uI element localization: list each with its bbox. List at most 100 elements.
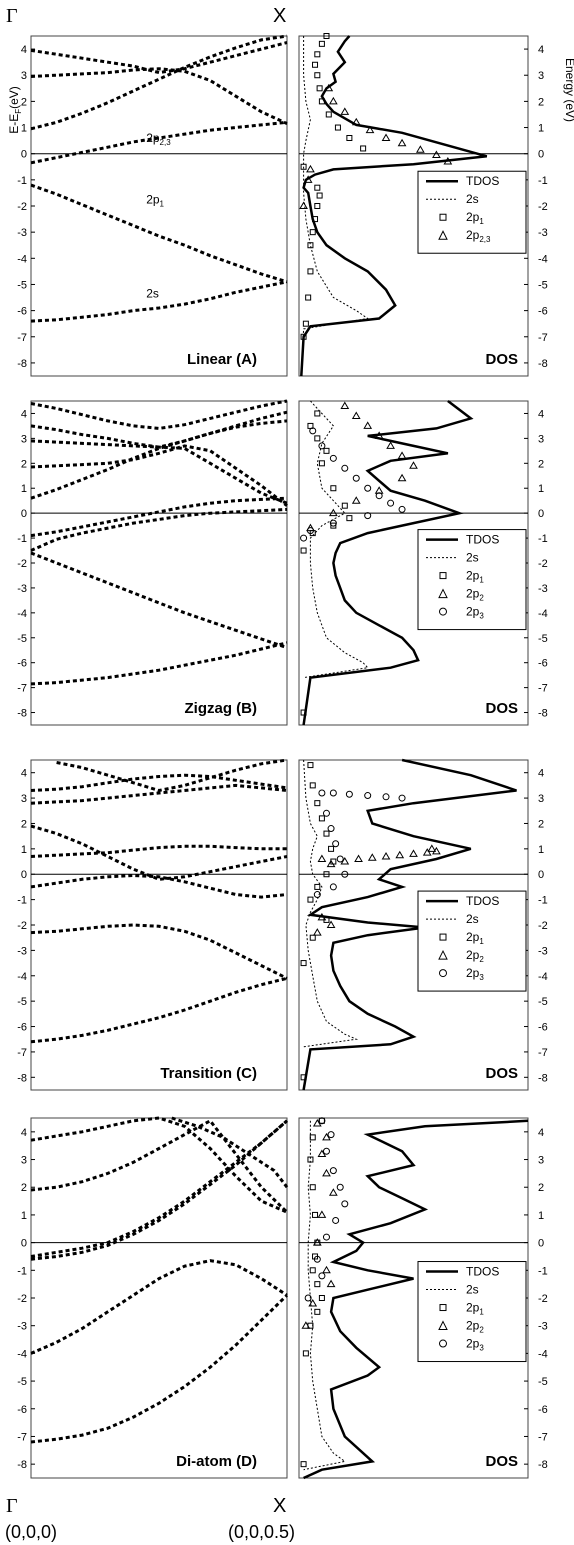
legend-circle-icon <box>439 607 447 616</box>
s-curve <box>303 400 369 679</box>
p1-point <box>314 800 321 807</box>
y-tick-label: 2 <box>21 818 27 830</box>
legend-square-icon <box>439 933 447 941</box>
y-tick-label: 1 <box>538 844 544 856</box>
band-line-5 <box>30 444 288 507</box>
band-line-6 <box>30 439 288 505</box>
p2-point <box>317 1149 327 1157</box>
p3-point <box>382 793 390 801</box>
p2-point <box>363 421 373 429</box>
p1-point <box>307 268 314 275</box>
p23-point <box>351 117 361 126</box>
y-tick-label: -6 <box>17 658 27 670</box>
p1-point <box>309 1184 316 1191</box>
y-tick-label: -6 <box>538 1022 548 1034</box>
y-tick-label: 1 <box>21 1210 27 1222</box>
legend-box <box>417 529 527 631</box>
legend-label-tdos: TDOS <box>466 1265 499 1279</box>
p2-point <box>395 850 405 859</box>
p2-point <box>427 844 437 852</box>
p1-point <box>323 33 330 39</box>
bottom-x-label: X <box>273 1495 286 1517</box>
x-coord: (0,0,0.5) <box>228 1522 295 1542</box>
y-tick-label: -8 <box>538 1072 548 1084</box>
y-tick-label: -7 <box>538 1431 548 1443</box>
p1-point <box>318 1117 325 1124</box>
y-tick-label: 2 <box>538 96 544 108</box>
y-tick-label: -1 <box>17 533 27 545</box>
y-tick-label: -8 <box>17 708 27 720</box>
p23-point <box>328 96 338 105</box>
p2-point <box>397 451 407 459</box>
p3-point <box>387 499 395 507</box>
p3-point <box>329 519 337 527</box>
p1-point <box>312 1211 319 1218</box>
p1-point <box>314 184 321 191</box>
dos-panel-title: DOS <box>485 351 518 368</box>
legend-label-s: 2s <box>466 1283 479 1297</box>
y-tick-label: 1 <box>21 844 27 856</box>
legend-label-p2: 2p2 <box>466 1319 484 1335</box>
band-line-4 <box>30 1118 289 1214</box>
p1-point <box>314 51 321 58</box>
legend-label-p2: 2p2 <box>466 948 484 964</box>
p1-point <box>346 135 353 141</box>
legend-label-tdos: TDOS <box>466 174 499 188</box>
legend-box <box>417 170 527 254</box>
p2-point <box>317 854 327 862</box>
p3-point <box>364 512 372 520</box>
p3-point <box>398 794 406 802</box>
y-tick-label: -5 <box>538 279 548 291</box>
y-tick-label: -2 <box>17 558 27 570</box>
y-tick-label: 3 <box>538 70 544 82</box>
legend-label-p1: 2p1 <box>466 930 484 946</box>
y-tick-label: 0 <box>538 869 544 881</box>
p2-point <box>397 473 407 482</box>
band-line-6 <box>171 1116 289 1189</box>
p3-point <box>300 534 308 542</box>
p2-point <box>326 859 336 868</box>
p1-point <box>346 515 353 522</box>
band-panel-title: Zigzag (B) <box>185 700 258 717</box>
y-tick-label: -2 <box>538 201 548 213</box>
dos-panel-title: DOS <box>485 700 518 717</box>
y-tick-label: -1 <box>17 175 27 187</box>
legend-triangle-icon <box>438 949 448 960</box>
p2-point <box>312 1238 322 1246</box>
y-tick-label: 3 <box>538 793 544 805</box>
y-tick-label: -6 <box>538 658 548 670</box>
y-tick-label: 4 <box>538 44 544 56</box>
p2-point <box>354 854 363 862</box>
legend-circle-icon <box>439 1339 447 1348</box>
legend-label-p3: 2p3 <box>466 1337 484 1353</box>
p1-point <box>328 845 335 852</box>
band-line-4 <box>30 67 288 125</box>
p3-point <box>318 1117 326 1125</box>
band-line-5 <box>30 1116 288 1214</box>
band-line-0 <box>30 280 288 323</box>
legend-box <box>417 1261 527 1363</box>
p23-point <box>324 83 334 92</box>
p1-point <box>312 61 319 68</box>
y-tick-label: -8 <box>538 708 548 720</box>
p2-point <box>312 928 322 936</box>
p1-point <box>302 320 309 327</box>
legend-label-p23: 2p2,3 <box>466 228 491 244</box>
band-line-0 <box>30 976 288 1044</box>
y-tick-label: -5 <box>538 1376 548 1388</box>
p2-point <box>367 853 377 861</box>
p2-point <box>409 849 418 857</box>
legend-label-s: 2s <box>466 912 479 926</box>
legend-label-p1: 2p1 <box>466 1301 484 1317</box>
p1-point <box>316 85 323 92</box>
y-tick-label: -2 <box>538 1293 548 1305</box>
p3-point <box>329 883 337 891</box>
p1-point <box>309 1267 316 1274</box>
y-tick-label: -7 <box>17 1047 27 1059</box>
p1-point <box>330 522 337 529</box>
p23-point <box>306 164 315 173</box>
y-tick-label: 3 <box>21 793 27 805</box>
band-panel-title: Di-atom (D) <box>176 1453 257 1470</box>
p2-point <box>386 441 395 449</box>
p1-point <box>323 830 330 837</box>
